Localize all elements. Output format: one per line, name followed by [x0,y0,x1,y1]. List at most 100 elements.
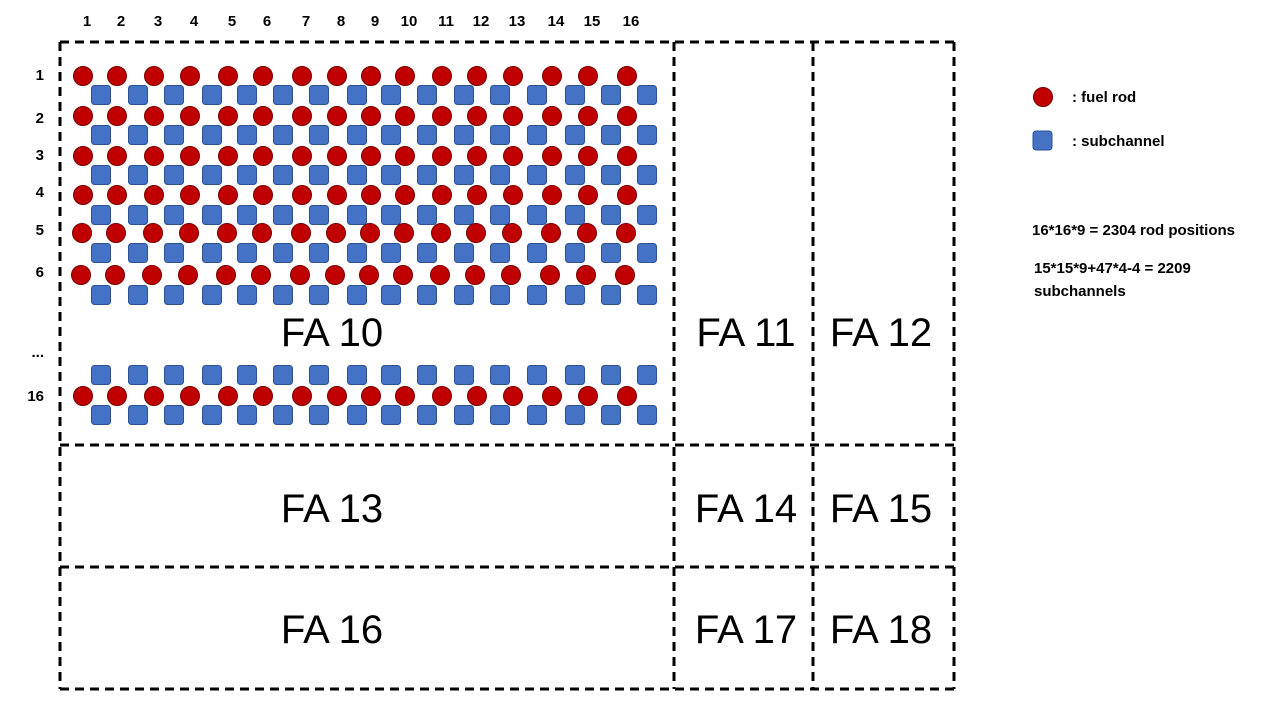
subchannel [637,285,657,305]
subchannel [601,205,621,225]
subchannel [309,405,329,425]
fuel-rod [105,265,125,285]
subchannel [565,205,585,225]
fuel-rod [578,106,598,126]
fuel-rod [467,386,487,406]
fuel-rod [218,386,238,406]
row-label: ... [31,344,44,361]
row-label: 2 [36,110,44,127]
subchannel [237,365,257,385]
subchannel [381,405,401,425]
subchannel [273,285,293,305]
subchannel [202,365,222,385]
fuel-rod [466,223,486,243]
assembly-label-fa13: FA 13 [281,487,383,531]
fuel-rod [393,265,413,285]
subchannel [202,405,222,425]
fuel-rod [144,66,164,86]
subchannel [417,125,437,145]
fuel-rod [107,386,127,406]
fuel-rod [395,386,415,406]
subchannel [164,365,184,385]
fuel-rod [292,146,312,166]
fuel-rod [617,386,637,406]
column-label: 2 [117,13,125,30]
subchannel [128,205,148,225]
fuel-rod [542,185,562,205]
fuel-rod [180,106,200,126]
fuel-rod [467,106,487,126]
subchannel [347,285,367,305]
subchannel [347,405,367,425]
subchannel [164,85,184,105]
fuel-rod [326,223,346,243]
fuel-rod [542,386,562,406]
subchannel [128,125,148,145]
column-label: 11 [438,13,454,30]
subchannel [565,85,585,105]
fuel-rod [144,386,164,406]
legend-subchannel-symbol [1032,130,1053,151]
subchannel [490,125,510,145]
subchannel [202,243,222,263]
fuel-rod [361,146,381,166]
column-label: 14 [548,13,565,30]
subchannel-grid [91,85,657,425]
subchannel [601,165,621,185]
subchannel [91,243,111,263]
fuel-rod [252,223,272,243]
subchannel [637,205,657,225]
fuel-rod [290,265,310,285]
subchannel [237,125,257,145]
subchannel [637,125,657,145]
row-label: 3 [36,147,44,164]
fuel-rod [73,146,93,166]
column-label: 1 [83,13,91,30]
legend-subchannel-label: : subchannel [1072,133,1165,150]
fuel-rod [430,265,450,285]
subchannel [91,205,111,225]
subchannel [637,365,657,385]
fuel-rod [327,185,347,205]
subchannel [601,285,621,305]
subchannel [273,125,293,145]
subchannel [490,365,510,385]
fuel-rod [107,185,127,205]
subchannel [490,285,510,305]
subchannel [417,205,437,225]
column-label: 8 [337,13,345,30]
subchannel [601,365,621,385]
subchannel [601,85,621,105]
subchannel [128,165,148,185]
subchannel [381,165,401,185]
subchannel [237,243,257,263]
fuel-rod [144,106,164,126]
subchannel [637,165,657,185]
assembly-label-fa15: FA 15 [830,487,932,531]
fuel-rod [502,223,522,243]
subchannel [273,205,293,225]
fuel-rod [465,265,485,285]
fuel-rod [253,106,273,126]
subchannel [454,125,474,145]
subchannel [164,405,184,425]
fuel-rod [577,223,597,243]
subchannel [128,405,148,425]
subchannel [309,85,329,105]
fuel-rod [359,265,379,285]
fuel-rod [361,386,381,406]
subchannel [601,243,621,263]
fuel-rod [542,106,562,126]
column-label: 5 [228,13,236,30]
subchannel [347,165,367,185]
fuel-rod [503,66,523,86]
fuel-rod [361,185,381,205]
subchannel [381,205,401,225]
fuel-rod [395,66,415,86]
fuel-rod [542,66,562,86]
subchannel [309,243,329,263]
row-label: 1 [36,67,44,84]
fuel-rod [431,223,451,243]
fuel-rod [616,223,636,243]
subchannel [417,285,437,305]
